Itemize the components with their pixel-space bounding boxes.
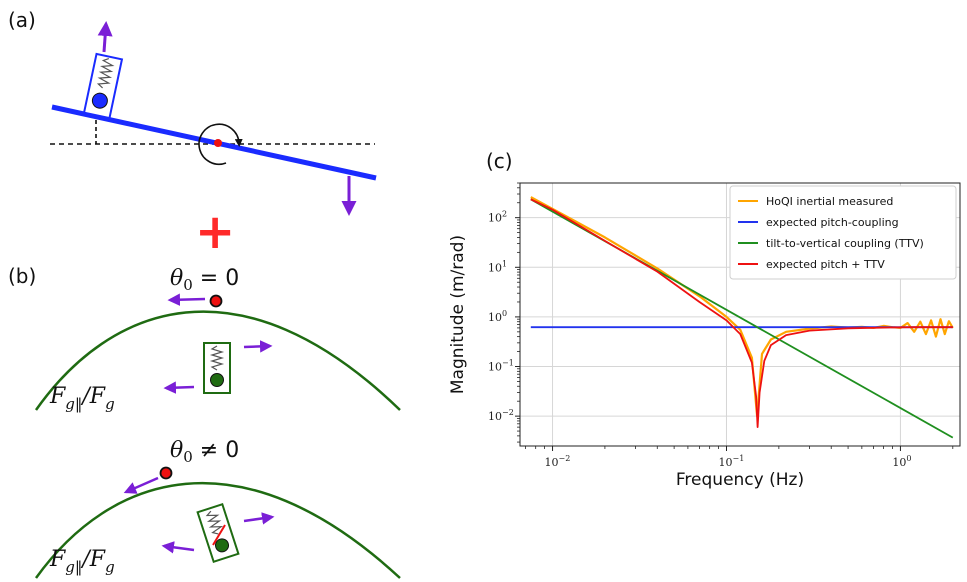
top-spring-icon <box>209 345 225 371</box>
x-tick-label: 10−2 <box>545 454 571 469</box>
bottom-accelerometer-box <box>196 502 240 564</box>
bottom-theta-equation: θ0 ≠ 0 <box>170 438 239 466</box>
accelerometer-box <box>82 52 124 120</box>
panel-a-label: (a) <box>8 8 36 32</box>
x-tick-label: 10−1 <box>718 454 744 469</box>
y-axis-title: Magnitude (m/rad) <box>448 235 468 394</box>
bottom-spring-icon <box>205 510 224 535</box>
top-theta-equation: θ0 = 0 <box>170 266 239 294</box>
tilted-beam <box>51 104 377 181</box>
legend-label: expected pitch-coupling <box>766 216 899 229</box>
plot-frame <box>519 182 961 447</box>
top-force-ratio: Fg‖/Fg <box>49 384 115 413</box>
rotation-arrow-icon <box>198 123 243 166</box>
top-proof-mass <box>210 373 224 387</box>
bottom-red-arrow <box>212 524 226 546</box>
upward-force-arrow <box>97 21 113 53</box>
spring-icon <box>96 58 115 89</box>
proof-mass <box>91 92 108 109</box>
bottom-box-arrow-left <box>161 541 195 554</box>
bottom-potential-curve <box>34 481 401 579</box>
bottom-proof-mass <box>215 538 230 553</box>
bottom-point-arrow <box>123 476 159 494</box>
bottom-force-ratio: Fg‖/Fg <box>49 547 115 576</box>
y-tick-label: 100 <box>488 309 507 324</box>
x-tick-label: 100 <box>892 454 911 469</box>
top-box-arrow-left <box>163 381 195 394</box>
top-point-arrow <box>167 293 206 306</box>
legend-label: HoQI inertial measured <box>766 195 893 208</box>
panel-b: (b) θ0 = 0 Fg‖/Fg θ0 ≠ 0 Fg‖/Fg <box>8 264 401 579</box>
plus-sign: + <box>195 204 235 260</box>
bottom-box-arrow-right <box>243 512 275 525</box>
y-tick-label: 10−2 <box>488 408 514 423</box>
panel-c-label: (c) <box>486 149 513 173</box>
bottom-red-point <box>159 466 173 480</box>
panel-a: (a) <box>8 8 377 216</box>
magnitude-chart: 10−2 10−1 100 102 101 100 10−1 10−2 Frequency (H… <box>448 182 961 490</box>
y-tick-label: 102 <box>488 210 507 225</box>
legend-label: tilt-to-vertical coupling (TTV) <box>766 237 924 250</box>
legend-label: expected pitch + TTV <box>766 258 885 271</box>
pivot-point <box>214 139 222 147</box>
top-potential-curve <box>34 310 401 411</box>
series-line-expected-pitch-ttv <box>530 198 953 428</box>
legend-box <box>729 185 957 280</box>
panel-b-label: (b) <box>8 264 36 288</box>
y-tick-label: 10−1 <box>488 359 514 374</box>
x-axis-title: Frequency (Hz) <box>676 470 804 490</box>
panel-c: (c) 10−2 10−1 100 102 101 100 10−1 10−2 Frequenc… <box>448 149 961 490</box>
y-tick-label: 101 <box>488 259 507 274</box>
top-box-arrow-right <box>243 340 273 353</box>
top-red-point <box>209 294 223 308</box>
